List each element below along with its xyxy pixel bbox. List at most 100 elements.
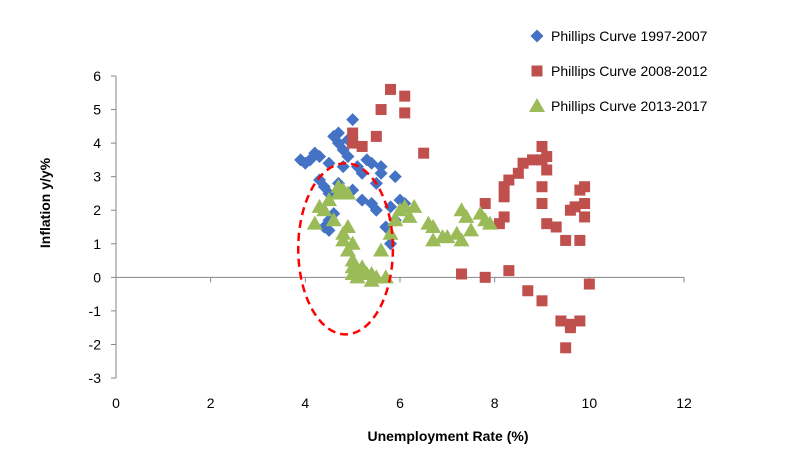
- data-point-diamond: [374, 160, 388, 174]
- data-point-square: [564, 318, 576, 330]
- legend-marker-square: [531, 65, 543, 77]
- data-point-square: [370, 130, 382, 142]
- data-point-square: [536, 140, 548, 152]
- data-point-diamond: [331, 126, 345, 140]
- data-point-square: [560, 342, 572, 354]
- data-point-square: [498, 211, 510, 223]
- data-point-square: [493, 218, 505, 230]
- legend-marker-diamond: [530, 29, 544, 43]
- data-point-square: [399, 107, 411, 119]
- legend-label: Phillips Curve 1997-2007: [551, 28, 708, 44]
- y-tick-label: 5: [93, 102, 101, 118]
- x-tick-label: 4: [301, 395, 309, 411]
- y-tick-label: 2: [93, 202, 101, 218]
- y-tick-label: 0: [93, 269, 101, 285]
- data-point-square: [503, 174, 515, 186]
- data-point-square: [574, 315, 586, 327]
- x-tick-label: 12: [676, 395, 692, 411]
- data-point-diamond: [374, 166, 388, 180]
- data-point-diamond: [369, 203, 383, 217]
- data-point-triangle: [401, 208, 418, 223]
- series-3: [306, 178, 498, 287]
- series-2: [347, 83, 595, 354]
- data-point-square: [479, 198, 491, 210]
- data-point-diamond: [388, 170, 402, 184]
- data-point-square: [541, 218, 553, 230]
- data-point-square: [498, 191, 510, 203]
- legend-label: Phillips Curve 2013-2017: [551, 98, 708, 114]
- data-point-square: [541, 164, 553, 176]
- data-point-triangle: [453, 232, 470, 247]
- data-point-square: [503, 265, 515, 277]
- legend-label: Phillips Curve 2008-2012: [551, 63, 708, 79]
- data-point-square: [569, 201, 581, 213]
- y-tick-label: 4: [93, 135, 101, 151]
- data-point-square: [356, 140, 368, 152]
- data-point-square: [347, 127, 359, 139]
- data-point-triangle: [316, 202, 333, 217]
- data-point-square: [536, 198, 548, 210]
- axes: [115, 76, 684, 378]
- data-point-diamond: [355, 193, 369, 207]
- x-tick-label: 10: [582, 395, 598, 411]
- data-point-square: [456, 268, 468, 280]
- data-point-square: [527, 154, 539, 166]
- data-point-square: [579, 211, 591, 223]
- data-point-triangle: [481, 215, 498, 230]
- legend-item: Phillips Curve 2008-2012: [531, 63, 708, 79]
- y-ticks: 6 5 4 3 2 1 0 -1 -2 -3: [89, 68, 116, 386]
- data-point-diamond: [384, 200, 398, 214]
- x-tick-label: 8: [491, 395, 499, 411]
- legend: Phillips Curve 1997-2007 Phillips Curve 2…: [529, 28, 708, 114]
- y-tick-label: -1: [89, 303, 102, 319]
- data-point-square: [536, 181, 548, 193]
- data-point-triangle: [458, 208, 475, 223]
- data-point-triangle: [321, 192, 337, 207]
- x-tick-label: 6: [396, 395, 404, 411]
- x-tick-label: 0: [112, 395, 120, 411]
- data-point-triangle: [339, 185, 356, 200]
- data-point-triangle: [425, 219, 442, 233]
- data-point-square: [347, 137, 359, 149]
- series-layer: [294, 83, 595, 354]
- y-tick-label: 1: [93, 236, 101, 252]
- data-point-diamond: [341, 150, 355, 164]
- data-point-triangle: [335, 232, 352, 247]
- data-point-diamond: [313, 150, 327, 164]
- y-tick-label: 6: [93, 68, 101, 84]
- data-point-square: [574, 234, 586, 246]
- data-point-triangle: [339, 219, 356, 233]
- data-point-diamond: [346, 113, 360, 127]
- data-point-square: [498, 181, 510, 193]
- x-ticks: 0 2 4 6 8 10 12: [112, 277, 692, 411]
- legend-item: Phillips Curve 1997-2007: [530, 28, 708, 44]
- data-point-diamond: [322, 223, 336, 237]
- x-tick-label: 2: [207, 395, 215, 411]
- data-point-square: [579, 198, 591, 210]
- data-point-triangle: [344, 235, 361, 250]
- y-axis-title: Inflation y/y%: [37, 157, 53, 248]
- data-point-triangle: [373, 242, 390, 257]
- data-point-square: [418, 147, 430, 159]
- data-point-triangle: [325, 212, 342, 227]
- data-point-triangle: [439, 229, 456, 244]
- data-point-square: [399, 90, 411, 102]
- data-point-triangle: [387, 212, 404, 227]
- data-point-square: [375, 104, 387, 116]
- data-point-square: [512, 167, 524, 179]
- data-point-triangle: [463, 222, 479, 237]
- annotation-layer: [296, 161, 395, 336]
- y-tick-label: -2: [89, 336, 102, 352]
- data-point-square: [579, 181, 591, 193]
- data-point-triangle: [382, 225, 399, 240]
- data-point-square: [536, 295, 548, 307]
- data-point-square: [541, 151, 553, 163]
- data-point-square: [522, 285, 534, 297]
- y-tick-label: 3: [93, 169, 101, 185]
- data-point-square: [517, 157, 529, 169]
- legend-item: Phillips Curve 2013-2017: [529, 98, 708, 114]
- y-tick-label: -3: [89, 370, 102, 386]
- data-point-square: [385, 83, 397, 95]
- data-point-square: [555, 315, 567, 327]
